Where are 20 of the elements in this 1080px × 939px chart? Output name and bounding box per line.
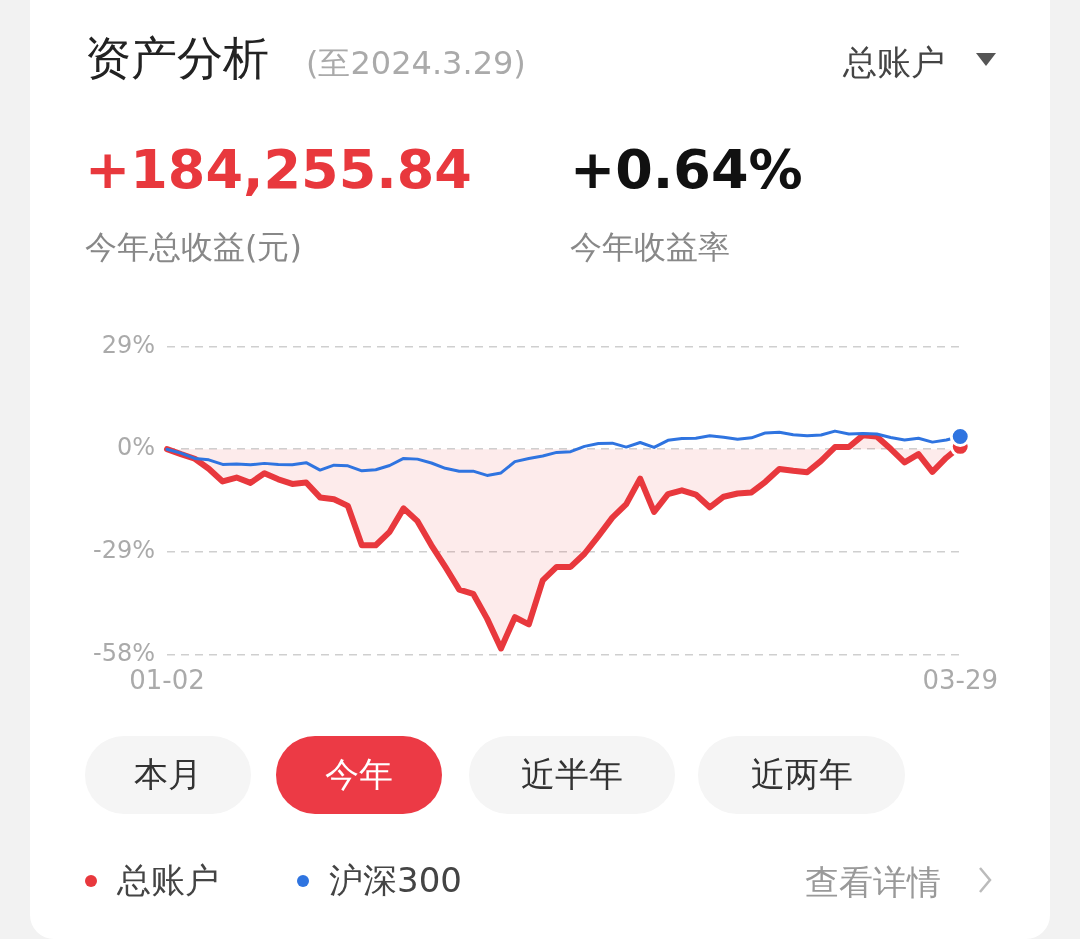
text: 今年 <box>276 736 442 814</box>
text: 今年总收益(元) <box>85 227 302 268</box>
y-tick-label: -29% <box>92 536 155 565</box>
y-tick-label: 29% <box>101 330 155 359</box>
text: 查看详情 <box>805 861 941 904</box>
legend-label: 总账户 <box>116 859 219 902</box>
text: 本月 <box>85 736 251 814</box>
text: 总账户 <box>843 41 945 84</box>
text: 近两年 <box>698 736 905 814</box>
chart-subtitle: (至2024.3.29) <box>306 43 526 84</box>
text: +184,255.84 <box>85 138 472 201</box>
legend-label: 沪深300 <box>328 859 462 902</box>
y-tick-label: 0% <box>116 433 155 462</box>
x-tick-label: 01-02 <box>129 665 205 696</box>
text: 今年收益率 <box>570 227 730 268</box>
text: +0.64% <box>570 138 803 201</box>
text: 近半年 <box>469 736 675 814</box>
x-tick-label: 03-29 <box>922 665 999 696</box>
y-tick-label: -58% <box>92 639 155 668</box>
chart-title: 资产分析 <box>85 30 269 87</box>
